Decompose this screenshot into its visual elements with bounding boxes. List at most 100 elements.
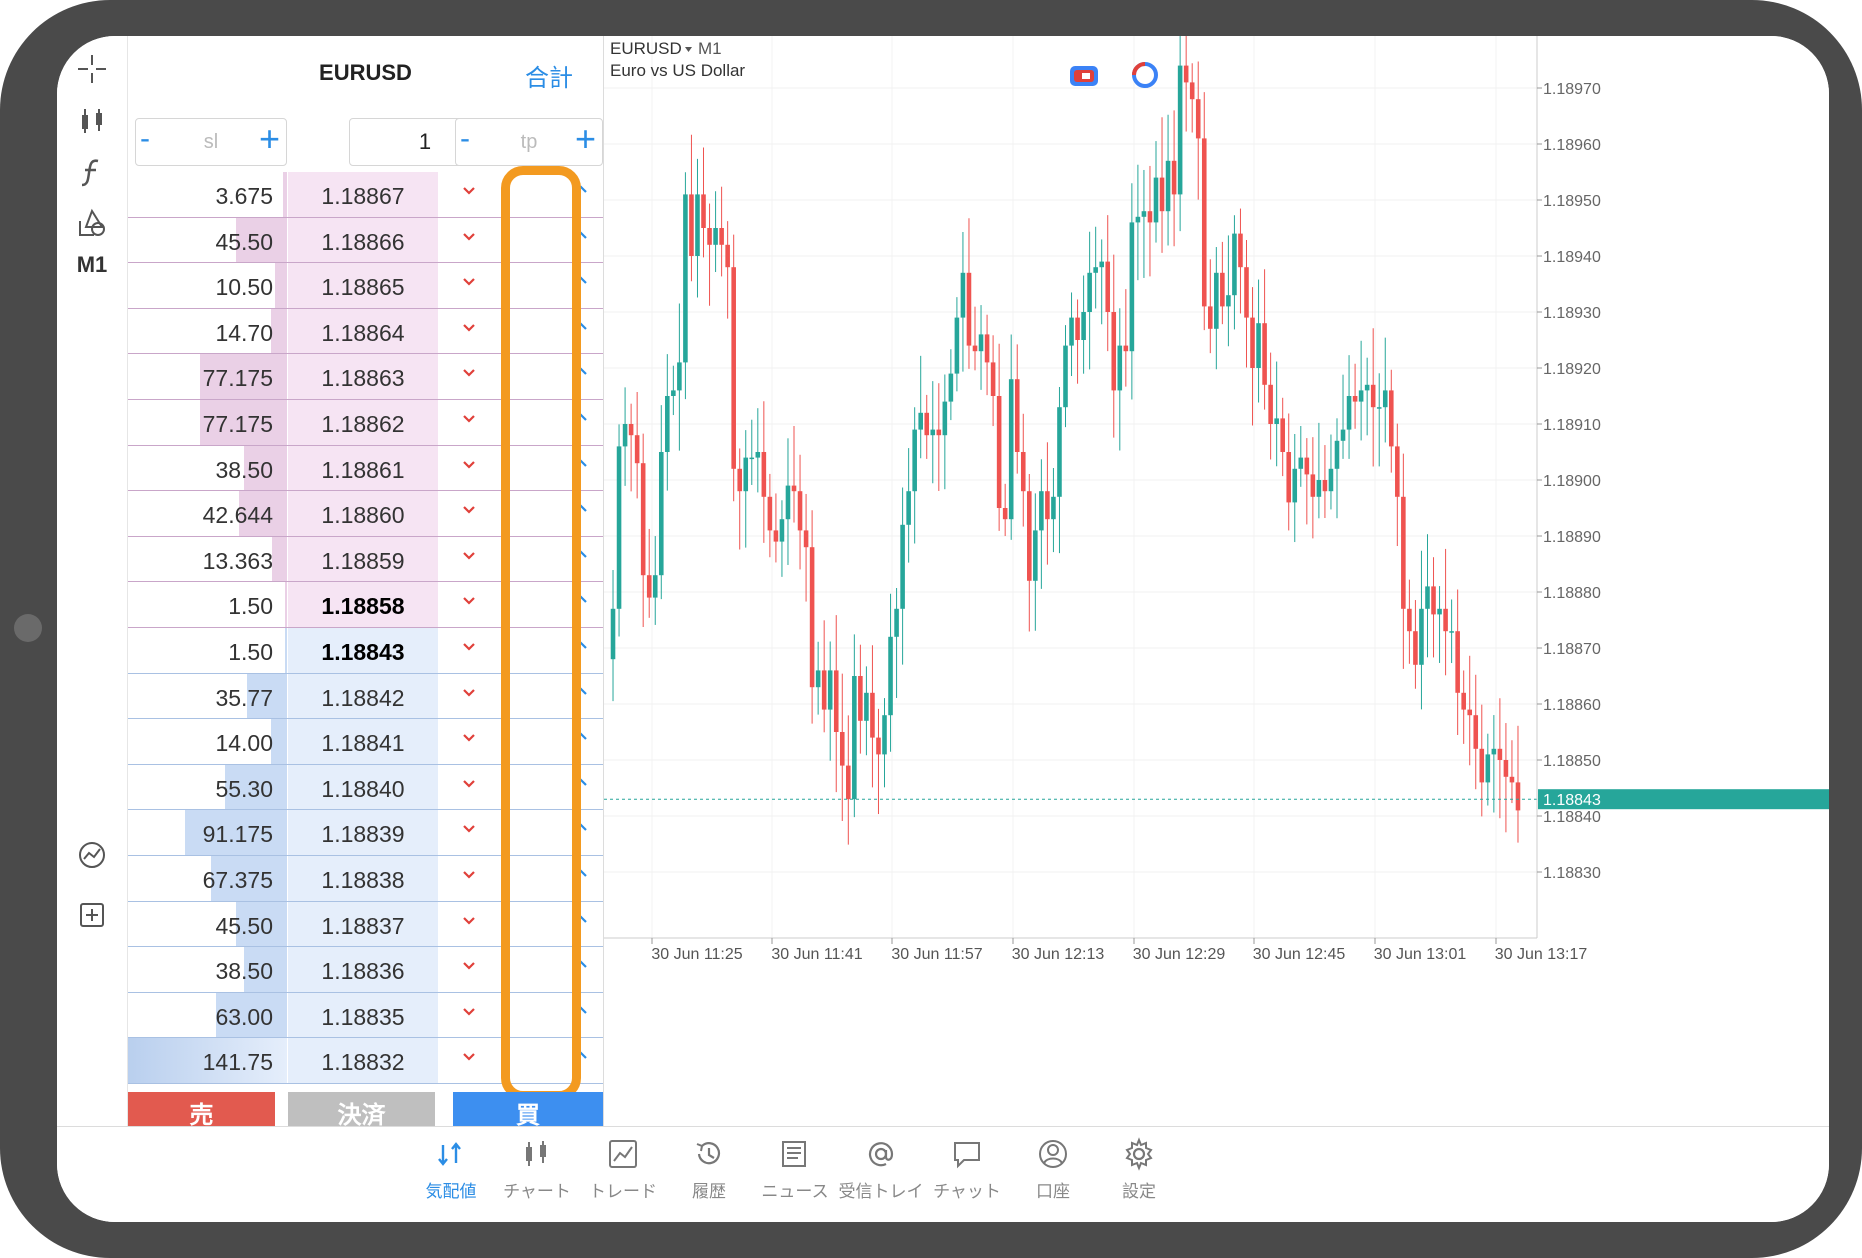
trade-chart-icon[interactable] xyxy=(71,834,113,876)
volume-value: 141.75 xyxy=(202,1049,273,1076)
sell-limit-chevron-icon[interactable] xyxy=(456,272,482,298)
account-icon xyxy=(1005,1137,1101,1171)
sell-limit-chevron-icon[interactable] xyxy=(456,1047,482,1073)
indicator-icon[interactable] xyxy=(71,152,113,194)
candle-body xyxy=(1105,261,1111,312)
sell-limit-chevron-icon[interactable] xyxy=(456,409,482,435)
candle-body xyxy=(1298,457,1304,469)
candle-body xyxy=(1364,384,1370,391)
volume-value: 35.77 xyxy=(215,684,273,711)
candle-body xyxy=(791,485,797,492)
total-button[interactable]: 合計 xyxy=(525,65,573,92)
volume-bar xyxy=(200,399,287,445)
price-tick-label: 1.18840 xyxy=(1543,809,1601,826)
tp-stepper[interactable]: - tp + xyxy=(455,118,603,166)
candle-body xyxy=(827,670,833,710)
tab-trade[interactable]: トレード xyxy=(575,1137,671,1202)
candle-body xyxy=(1039,491,1044,531)
candlestick-icon[interactable] xyxy=(71,100,113,142)
sell-limit-chevron-icon[interactable] xyxy=(456,683,482,709)
price-value: 1.18842 xyxy=(321,684,405,711)
volume-value: 45.50 xyxy=(215,912,273,939)
tab-chat[interactable]: チャット xyxy=(919,1137,1015,1202)
candle-body xyxy=(634,435,640,464)
candle-body xyxy=(689,194,694,256)
volume-cell: 3.675 xyxy=(128,172,287,217)
volume-bar xyxy=(224,764,287,810)
candle-body xyxy=(1292,468,1298,503)
sell-limit-chevron-icon[interactable] xyxy=(456,181,482,207)
candle-body xyxy=(1093,267,1098,273)
candle-body xyxy=(1244,267,1249,318)
volume-bar xyxy=(128,1038,287,1083)
volume-cell: 77.175 xyxy=(128,399,287,445)
volume-bar xyxy=(285,627,287,673)
tab-label: 口座 xyxy=(1036,1182,1070,1201)
volume-bar xyxy=(211,855,287,901)
tab-history[interactable]: 履歴 xyxy=(661,1137,757,1202)
new-order-icon[interactable] xyxy=(71,894,113,936)
sell-limit-chevron-icon[interactable] xyxy=(456,227,482,253)
tab-mail[interactable]: 受信トレイ xyxy=(833,1137,929,1202)
sell-limit-chevron-icon[interactable] xyxy=(456,1002,482,1028)
sl-minus-button[interactable]: - xyxy=(140,122,150,155)
tab-settings[interactable]: 設定 xyxy=(1091,1137,1187,1202)
sell-limit-chevron-icon[interactable] xyxy=(456,318,482,344)
volume-value: 77.175 xyxy=(202,365,273,392)
price-chart[interactable]: 1.18970 1.18960 1.18950 1.18940 1.18930 1.189… xyxy=(604,36,1829,1126)
crosshair-icon[interactable] xyxy=(71,48,113,90)
sell-limit-chevron-icon[interactable] xyxy=(456,591,482,617)
app-screen: M1 EURUSD 合計 - sl + 1 xyxy=(57,36,1829,1222)
tp-plus-button[interactable]: + xyxy=(574,118,596,159)
sell-limit-chevron-icon[interactable] xyxy=(456,774,482,800)
tp-minus-button[interactable]: - xyxy=(460,122,470,155)
sell-limit-chevron-icon[interactable] xyxy=(456,546,482,572)
candle-body xyxy=(1407,608,1412,632)
objects-icon[interactable] xyxy=(71,202,113,244)
candle-body xyxy=(1256,323,1261,368)
volume-bar xyxy=(246,673,287,719)
sell-limit-chevron-icon[interactable] xyxy=(456,455,482,481)
sell-limit-chevron-icon[interactable] xyxy=(456,819,482,845)
sell-limit-chevron-icon[interactable] xyxy=(456,637,482,663)
sl-plus-button[interactable]: + xyxy=(258,118,280,159)
candle-body xyxy=(713,228,718,245)
timeframe-button[interactable]: M1 xyxy=(76,252,108,277)
time-tick-label: 30 Jun 13:17 xyxy=(1495,946,1588,963)
candle-body xyxy=(972,345,978,352)
sell-limit-chevron-icon[interactable] xyxy=(456,956,482,982)
candle-body xyxy=(1027,491,1032,581)
sl-stepper[interactable]: - sl + xyxy=(135,118,287,166)
sell-limit-chevron-icon[interactable] xyxy=(456,911,482,937)
sell-limit-chevron-icon[interactable] xyxy=(456,363,482,389)
candle-body xyxy=(1413,631,1418,665)
volume-cell: 38.50 xyxy=(128,445,287,491)
volume-value: 1.50 xyxy=(228,593,273,620)
candle-body xyxy=(858,676,863,721)
volume-value: 91.175 xyxy=(202,821,273,848)
price-value: 1.18864 xyxy=(321,319,405,346)
candle-body xyxy=(1304,457,1310,475)
price-value: 1.18835 xyxy=(321,1003,405,1030)
price-cell: 1.18866 xyxy=(288,217,438,263)
candle-body xyxy=(815,670,821,688)
candle-body xyxy=(725,244,730,268)
candle-body xyxy=(1238,233,1243,268)
tab-news[interactable]: ニュース xyxy=(747,1137,843,1202)
tab-label: 受信トレイ xyxy=(838,1182,924,1201)
camera-dot xyxy=(14,614,42,642)
news-icon xyxy=(747,1137,843,1171)
bid-row: 38.50 1.18836 xyxy=(128,947,603,993)
sell-limit-chevron-icon[interactable] xyxy=(456,500,482,526)
sell-limit-chevron-icon[interactable] xyxy=(456,865,482,891)
tab-account[interactable]: 口座 xyxy=(1005,1137,1101,1202)
candle-body xyxy=(767,496,773,531)
chart-canvas[interactable]: 1.18970 1.18960 1.18950 1.18940 1.18930 1.189… xyxy=(604,36,1829,1126)
candle-body xyxy=(1099,261,1104,268)
volume-cell: 1.50 xyxy=(128,627,287,673)
tab-chart[interactable]: チャート xyxy=(489,1137,585,1202)
candle-body xyxy=(996,396,1002,508)
tab-quotes[interactable]: 気配値 xyxy=(403,1137,499,1202)
sell-limit-chevron-icon[interactable] xyxy=(456,728,482,754)
candle-body xyxy=(839,732,845,766)
